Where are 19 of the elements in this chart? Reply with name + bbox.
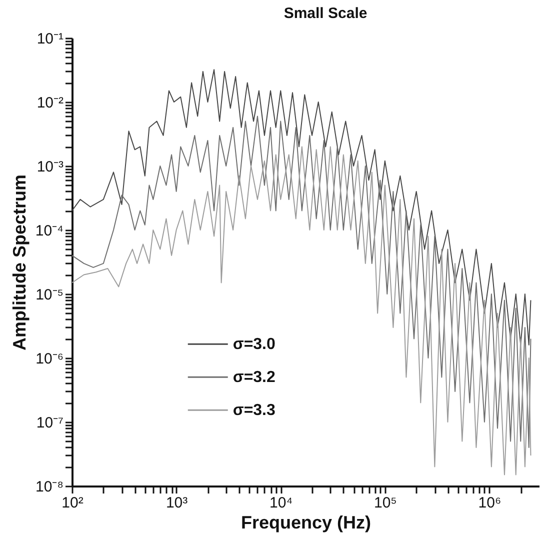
- y-tick-label: 10⁻³: [36, 158, 64, 176]
- x-tick-label: 10²: [62, 494, 84, 512]
- x-axis-title: Frequency (Hz): [240, 512, 372, 532]
- y-tick-label: 10⁻⁸: [35, 478, 64, 496]
- y-tick-label: 10⁻⁶: [36, 350, 64, 368]
- y-tick-label: 10⁻⁵: [36, 286, 64, 304]
- x-tick-label: 10⁴: [270, 494, 293, 512]
- y-tick-label: 10⁻²: [36, 94, 64, 112]
- x-tick-label: 10³: [166, 494, 188, 512]
- legend-label: σ=3.0: [232, 336, 276, 354]
- chart-title: Small Scale: [284, 5, 368, 22]
- legend-label: σ=3.3: [232, 402, 276, 420]
- x-tick-label: 10⁵: [374, 494, 397, 512]
- y-axis-title: Amplitude Spectrum: [9, 174, 30, 351]
- x-tick-label: 10⁶: [478, 494, 502, 512]
- legend-label: σ=3.2: [232, 369, 276, 386]
- y-tick-label: 10⁻⁴: [35, 222, 64, 240]
- y-tick-label: 10⁻¹: [36, 30, 64, 48]
- y-tick-label: 10⁻⁷: [36, 414, 64, 432]
